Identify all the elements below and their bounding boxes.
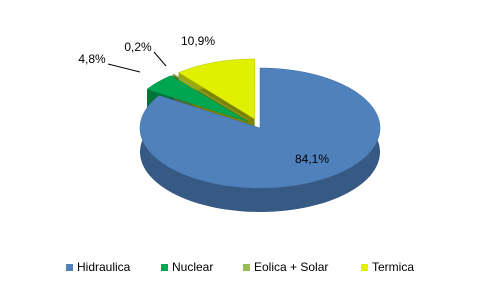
legend-marker bbox=[361, 264, 368, 271]
leader-line bbox=[107, 63, 141, 73]
leader-line bbox=[153, 51, 167, 67]
legend-label: Eolica + Solar bbox=[254, 260, 328, 274]
legend-label: Nuclear bbox=[172, 260, 213, 274]
data-label: 4,8% bbox=[78, 52, 106, 66]
data-label: 84,1% bbox=[295, 152, 329, 166]
data-label: 10,9% bbox=[181, 34, 215, 48]
legend-label: Termica bbox=[372, 260, 414, 274]
slice bbox=[146, 75, 249, 122]
legend-marker bbox=[66, 264, 73, 271]
slice bbox=[172, 73, 250, 121]
slice bbox=[178, 58, 255, 120]
data-label: 0,2% bbox=[124, 40, 152, 54]
legend-label: Hidraulica bbox=[77, 260, 131, 274]
slice bbox=[139, 67, 381, 189]
legend-marker bbox=[243, 264, 250, 271]
legend-marker bbox=[161, 264, 168, 271]
